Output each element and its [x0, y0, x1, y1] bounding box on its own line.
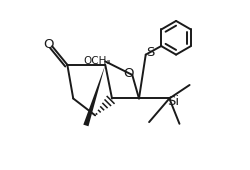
Text: S: S: [145, 46, 154, 59]
Text: Si: Si: [166, 95, 178, 107]
Text: O: O: [43, 38, 54, 51]
Polygon shape: [83, 65, 105, 126]
Text: OCH₃: OCH₃: [83, 56, 110, 66]
Text: O: O: [122, 67, 133, 80]
